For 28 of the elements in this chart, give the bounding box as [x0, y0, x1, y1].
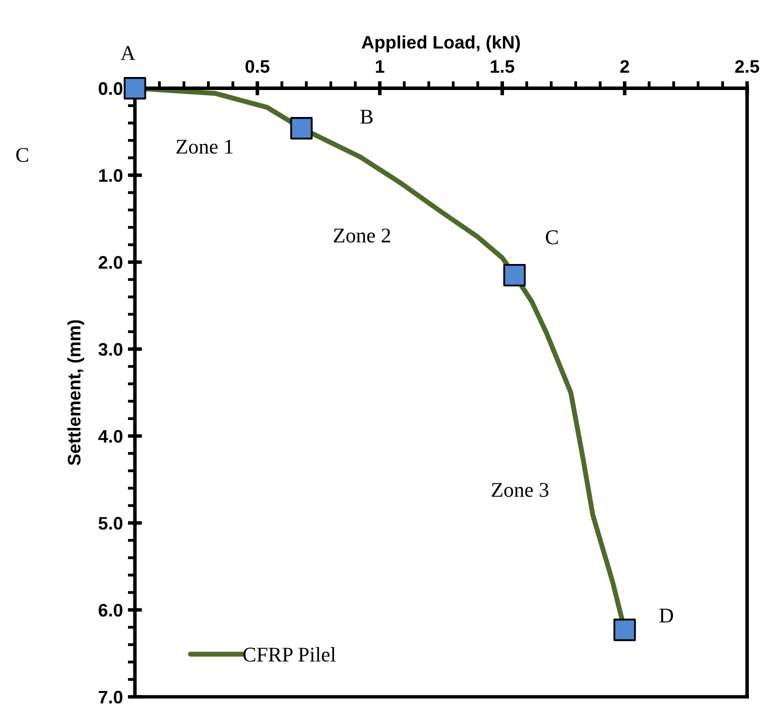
x-tick-label: 2 — [620, 60, 629, 73]
y-tick-label: 1.0 — [99, 169, 122, 182]
text: C — [16, 148, 28, 162]
annotation: Zone 1 — [176, 140, 233, 154]
point — [613, 618, 636, 642]
annotation: Zone 3 — [492, 482, 548, 497]
y-tick-label: 3.0 — [98, 343, 122, 356]
x-axis-title: Applied Load, (kN) — [362, 35, 520, 52]
point — [290, 117, 313, 140]
legend-label: CFRP Pilel — [243, 647, 336, 662]
annotation: B — [360, 110, 373, 124]
annotation: C — [546, 230, 558, 244]
x-tick-label: 0.5 — [246, 60, 270, 73]
y-tick-label: 0.0 — [98, 82, 122, 95]
point — [124, 77, 146, 100]
x-tick-label: 1.5 — [490, 60, 514, 73]
annotation: A — [120, 46, 136, 60]
annotation: D — [659, 608, 674, 622]
y-tick-label: 7.0 — [98, 690, 122, 704]
point — [503, 264, 526, 286]
y-tick-label: 4.0 — [98, 430, 122, 443]
y-axis-title: Settlement, (mm) — [67, 320, 84, 466]
annotation: Zone 2 — [334, 228, 390, 243]
y-tick-label: 6.0 — [98, 604, 122, 617]
x-tick-label: 1 — [376, 60, 384, 73]
x-tick-label: 2.5 — [735, 60, 760, 73]
y-tick-label: 5.0 — [98, 516, 122, 530]
y-tick-label: 2.0 — [98, 256, 122, 269]
